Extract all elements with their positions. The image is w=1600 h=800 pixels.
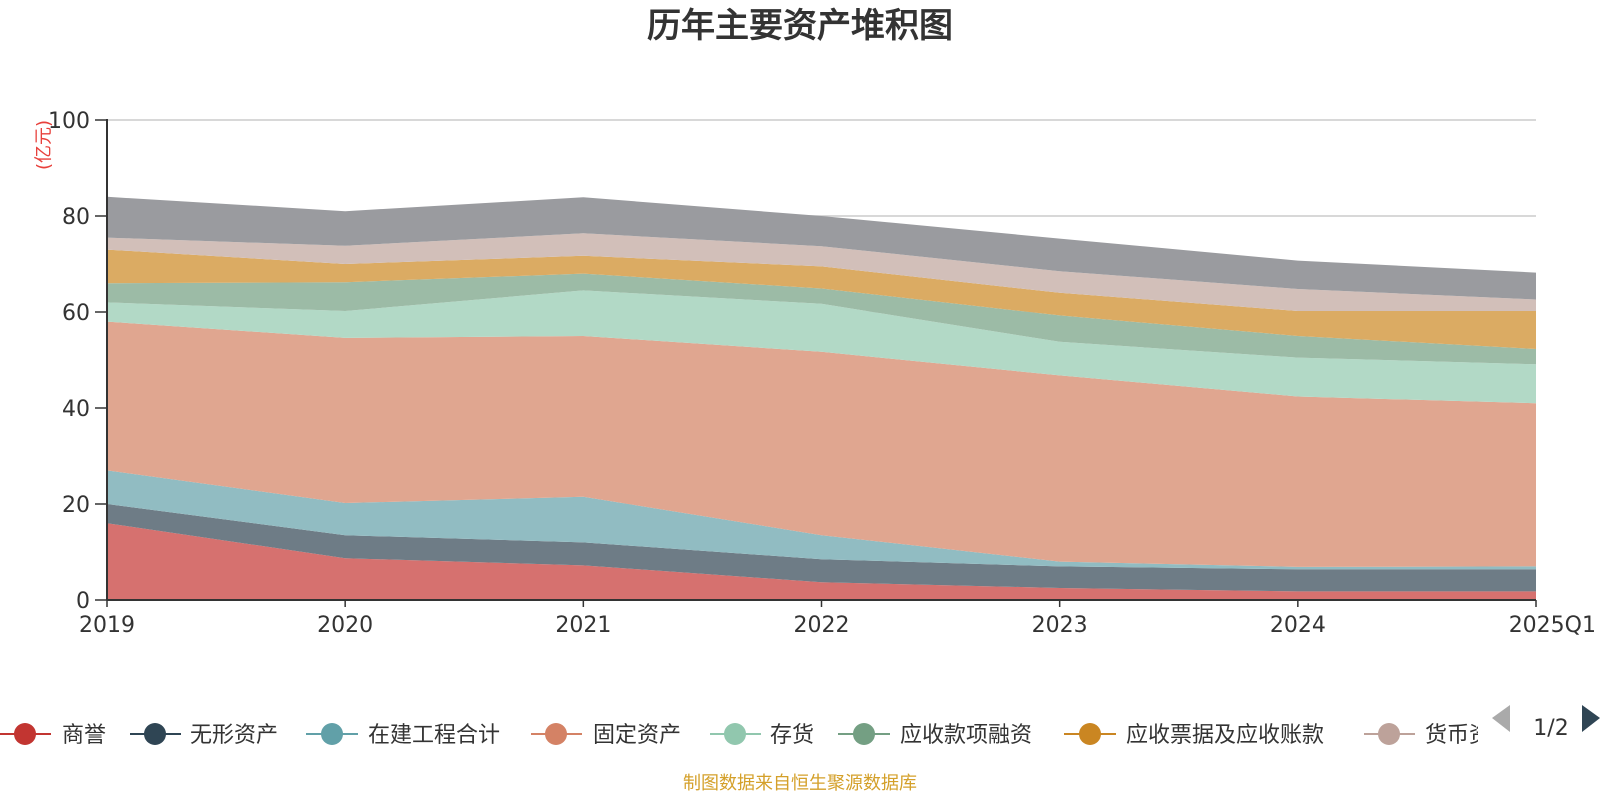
legend-marker [853,723,875,745]
legend-marker [545,723,567,745]
x-tick-label: 2022 [794,613,850,638]
area-series-1[interactable] [107,523,1536,600]
y-tick-label: 40 [62,397,90,422]
legend-clip-mask [1478,710,1490,755]
legend-item-1[interactable]: 商誉 [0,723,106,748]
legend-label: 应收票据及应收账款 [1126,723,1324,748]
legend-marker [724,723,746,745]
legend-marker [14,723,36,745]
legend-marker [144,723,166,745]
area-series-8[interactable] [107,233,1536,311]
axes: 0 20 40 60 80 100 2019 2020 2021 2022 2023 2024 2025… [48,109,1596,638]
legend-item-6[interactable]: 应收款项融资 [838,723,1032,748]
legend-marker [321,723,343,745]
legend-label: 商誉 [62,723,106,748]
area-series-group [107,196,1536,600]
y-tick-label: 20 [62,493,90,518]
legend-label: 应收款项融资 [900,723,1032,748]
legend-pager: 1/2 [1492,705,1600,741]
y-tick-label: 0 [76,589,90,614]
legend-label: 无形资产 [190,723,278,748]
area-series-6[interactable] [107,273,1536,365]
legend-item-7[interactable]: 应收票据及应收账款 [1064,723,1324,748]
legend-page-indicator: 1/2 [1533,716,1568,741]
x-tick-label: 2025Q1 [1509,613,1596,638]
area-series-5[interactable] [107,290,1536,404]
data-source-note: 制图数据来自恒生聚源数据库 [683,773,917,794]
area-series-7[interactable] [107,249,1536,349]
legend-label: 固定资产 [593,723,681,748]
x-tick-label: 2023 [1032,613,1088,638]
x-tick-label: 2019 [79,613,135,638]
x-tick-label: 2020 [317,613,373,638]
legend-marker [1378,723,1400,745]
legend-item-2[interactable]: 无形资产 [130,723,278,748]
y-tick-label: 60 [62,301,90,326]
y-tick-label: 100 [48,109,90,134]
chart-title: 历年主要资产堆积图 [647,6,953,46]
area-series-9[interactable] [107,196,1536,300]
area-series-3[interactable] [107,470,1536,570]
legend-label: 在建工程合计 [368,723,500,748]
legend: 商誉 无形资产 在建工程合计 固定资产 存货 应收款项融资 应收票据及应收账款 货币资 [0,705,1491,765]
legend-label: 存货 [770,723,814,748]
legend-item-5[interactable]: 存货 [710,723,814,748]
area-series-2[interactable] [107,504,1536,592]
x-tick-label: 2024 [1270,613,1326,638]
area-series-4[interactable] [107,321,1536,567]
legend-marker [1079,723,1101,745]
legend-item-4[interactable]: 固定资产 [531,723,681,748]
y-axis-unit-label: (亿元) [34,120,55,170]
legend-prev-page-button[interactable] [1492,705,1510,732]
legend-next-page-button[interactable] [1582,705,1600,732]
x-tick-label: 2021 [555,613,611,638]
y-tick-label: 80 [62,205,90,230]
legend-item-3[interactable]: 在建工程合计 [306,723,500,748]
